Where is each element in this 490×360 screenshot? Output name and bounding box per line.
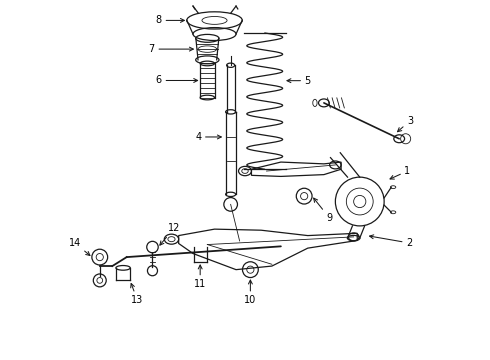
Text: 7: 7 [148,44,194,54]
Text: 10: 10 [244,280,256,305]
Text: 12: 12 [160,224,180,245]
Text: 2: 2 [369,235,413,248]
Text: 8: 8 [156,15,184,26]
Text: 6: 6 [156,76,197,85]
Text: 13: 13 [131,284,144,305]
Text: 4: 4 [196,132,221,142]
Text: 9: 9 [314,198,332,222]
Text: 3: 3 [397,116,413,132]
Text: 14: 14 [69,238,90,256]
Text: 5: 5 [287,76,311,86]
Text: 11: 11 [194,265,206,289]
Text: 1: 1 [390,166,411,179]
